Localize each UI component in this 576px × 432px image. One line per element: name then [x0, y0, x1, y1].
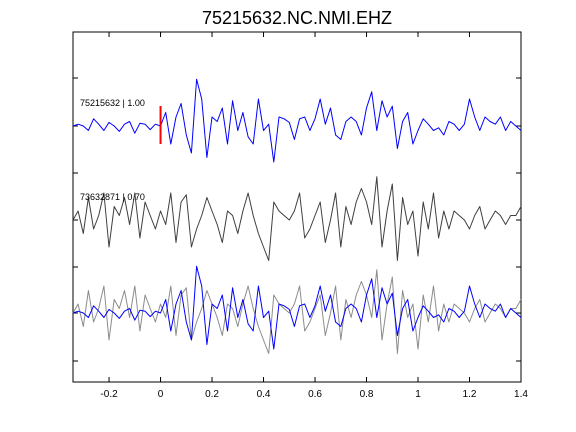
trace-labels: 75215632 | 1.00 73632871 | 0.70 — [80, 98, 145, 202]
x-tick-label: -0.2 — [100, 389, 118, 400]
x-tick-label: 0 — [158, 389, 164, 400]
waveform-trace-4 — [72, 265, 522, 350]
traces — [72, 78, 522, 354]
waveform-trace-1 — [72, 78, 522, 163]
x-tick-label: 0.2 — [205, 389, 219, 400]
chart-title: 75215632.NC.NMI.EHZ — [202, 8, 392, 28]
axes-frame — [72, 31, 522, 383]
x-axis: -0.2 0 0.2 0.4 0.6 0.8 1 1.2 1.4 — [100, 32, 528, 400]
trace-label: 73632871 | 0.70 — [80, 192, 145, 202]
y-tick-marks — [73, 77, 521, 362]
x-tick-label: 0.6 — [308, 389, 322, 400]
x-tick-label: 0.8 — [360, 389, 374, 400]
waveform-trace-3 — [72, 269, 522, 354]
x-tick-label: 1 — [415, 389, 421, 400]
waveform-trace-2 — [72, 176, 522, 261]
trace-label: 75215632 | 1.00 — [80, 98, 145, 108]
x-tick-label: 1.4 — [514, 389, 528, 400]
x-tick-label: 1.2 — [463, 389, 477, 400]
x-tick-label: 0.4 — [257, 389, 271, 400]
